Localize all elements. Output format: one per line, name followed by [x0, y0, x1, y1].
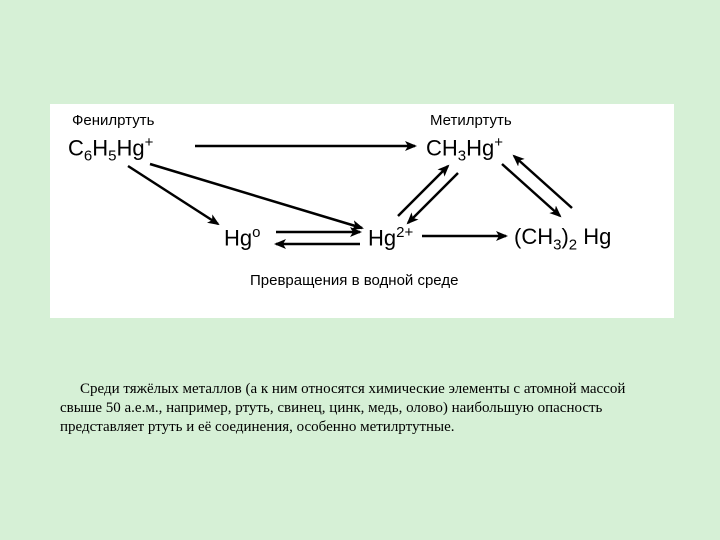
- formula-sub: 2: [569, 236, 577, 253]
- formula-sup: o: [252, 224, 260, 241]
- arrow-methyl-dimethyl-rev: [514, 156, 572, 208]
- body-text: Среди тяжёлых металлов (а к ним относятс…: [60, 380, 670, 436]
- arrow-phenyl-hg2: [150, 164, 362, 228]
- formula-sup: +: [494, 134, 503, 151]
- formula-sub: 6: [84, 148, 92, 165]
- dimethyl-node: (CH3)2 Hg: [514, 224, 611, 253]
- formula-part: H: [92, 135, 108, 160]
- diagram-container: Фенилртуть C6H5Hg+ Метилртуть CH3Hg+ Hgo…: [50, 104, 674, 318]
- formula-part: Hg: [224, 225, 252, 250]
- formula-part: Hg: [368, 225, 396, 250]
- arrow-phenyl-hg0: [128, 166, 218, 224]
- formula-part: Hg: [466, 135, 494, 160]
- hg0-node: Hgo: [224, 224, 260, 251]
- formula-part: C: [68, 135, 84, 160]
- formula-part: ): [561, 224, 568, 249]
- formula-sub: 3: [458, 148, 466, 165]
- formula-part: CH: [521, 224, 553, 249]
- formula-part: Hg: [116, 135, 144, 160]
- methyl-label: Метилртуть: [430, 112, 512, 129]
- formula-sup: 2+: [396, 224, 413, 241]
- formula-part: Hg: [577, 224, 611, 249]
- arrow-hg2-methyl-fwd: [398, 166, 448, 216]
- methyl-formula: CH3Hg+: [426, 134, 503, 165]
- formula-sup: +: [145, 134, 154, 151]
- phenyl-formula: C6H5Hg+: [68, 134, 153, 165]
- diagram-caption: Превращения в водной среде: [250, 272, 458, 289]
- hg2-node: Hg2+: [368, 224, 413, 251]
- phenyl-label: Фенилртуть: [72, 112, 154, 129]
- formula-part: CH: [426, 135, 458, 160]
- arrow-methyl-dimethyl-fwd: [502, 164, 560, 216]
- arrow-hg2-methyl-rev: [408, 173, 458, 223]
